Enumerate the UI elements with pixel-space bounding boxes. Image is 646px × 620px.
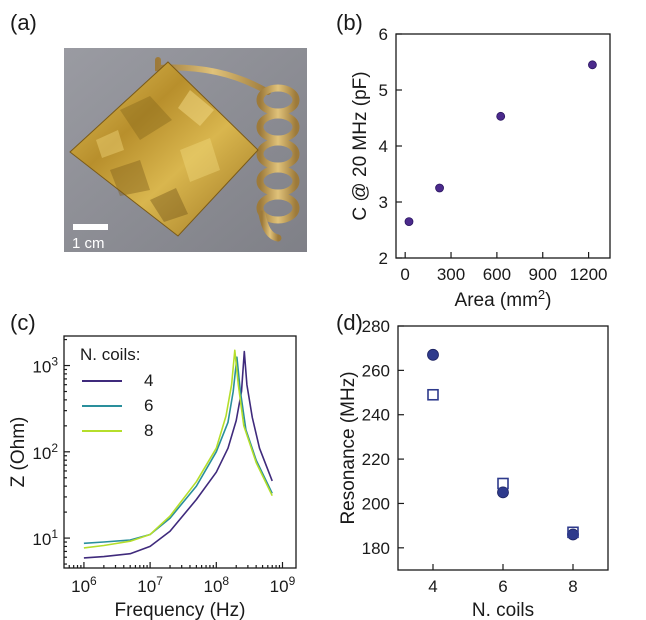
series-line-4 — [83, 350, 273, 559]
x-axis-label: N. coils — [472, 600, 534, 620]
data-point — [404, 217, 414, 227]
x-tick-label: 106 — [71, 574, 97, 596]
x-tick-label: 108 — [203, 574, 229, 596]
y-tick-label: 260 — [362, 361, 390, 380]
x-tick-label: 600 — [483, 265, 511, 284]
data-point-square — [497, 477, 509, 490]
y-tick-label: 220 — [362, 450, 390, 469]
x-tick-label: 4 — [428, 577, 437, 596]
y-tick-label: 180 — [362, 539, 390, 558]
scale-bar — [73, 224, 108, 230]
y-tick-label: 240 — [362, 406, 390, 425]
series-line-6 — [83, 356, 273, 545]
data-point-circle — [427, 348, 439, 361]
legend-label-6: 6 — [144, 396, 153, 415]
photo-panel: 1 cm — [64, 48, 307, 252]
chart-capacitance-vs-area: 0 300 600 900 1200 2 3 4 5 6 Area (mm2) C @ 20 MHz … — [350, 25, 611, 312]
series-line-8 — [83, 349, 273, 549]
scale-bar-label: 1 cm — [72, 235, 105, 252]
y-tick-label: 5 — [379, 81, 388, 100]
y-tick-label: 3 — [379, 193, 388, 212]
data-point-circle — [497, 486, 509, 499]
data-point — [496, 111, 506, 121]
x-axis-label: Frequency (Hz) — [115, 600, 246, 620]
legend-label-4: 4 — [144, 371, 153, 390]
y-axis-label: Resonance (MHz) — [338, 371, 359, 524]
chart-impedance-vs-frequency: 106 107 108 109 101 102 103 Frequency (Hz) Z (Oh… — [8, 335, 297, 620]
y-tick-label: 280 — [362, 317, 390, 336]
x-axis-label: Area (mm2) — [455, 287, 552, 312]
plot-frame — [395, 33, 611, 259]
coil — [256, 84, 300, 242]
x-tick-label: 300 — [437, 265, 465, 284]
y-axis-label: Z (Ohm) — [8, 417, 29, 488]
y-tick-label: 4 — [379, 137, 388, 156]
x-tick-label: 0 — [400, 265, 409, 284]
y-tick-label: 2 — [379, 249, 388, 268]
panel-label-c: (c) — [10, 310, 36, 335]
y-axis-label: C @ 20 MHz (pF) — [350, 71, 371, 220]
data-point-square — [427, 388, 439, 401]
gold-electrode — [69, 61, 259, 237]
data-point — [588, 60, 597, 70]
data-point — [435, 183, 444, 193]
y-tick-label: 102 — [32, 441, 58, 463]
y-tick-label: 103 — [32, 355, 58, 377]
chart-resonance-vs-coils: 4 6 8 180 200 220 240 260 280 N. coils Resonance (… — [338, 317, 609, 620]
x-tick-label: 107 — [137, 574, 163, 596]
x-tick-label: 8 — [568, 577, 577, 596]
y-tick-label: 200 — [362, 494, 390, 513]
legend-label-8: 8 — [144, 421, 153, 440]
x-tick-label: 109 — [270, 574, 296, 596]
y-tick-label: 6 — [379, 25, 388, 44]
panel-label-d: (d) — [336, 310, 363, 335]
legend-title: N. coils: — [80, 345, 140, 364]
x-tick-label: 1200 — [570, 265, 608, 284]
data-point-circle — [567, 528, 579, 541]
data-point-square — [567, 526, 579, 539]
x-tick-label: 900 — [529, 265, 557, 284]
panel-label-a: (a) — [10, 10, 37, 35]
x-tick-label: 6 — [498, 577, 507, 596]
y-tick-label: 101 — [32, 527, 58, 549]
panel-label-b: (b) — [336, 10, 363, 35]
